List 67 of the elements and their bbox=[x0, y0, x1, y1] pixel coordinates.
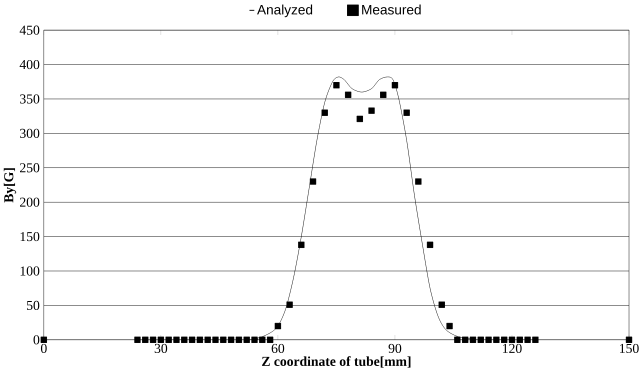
legend-label: Analyzed bbox=[257, 4, 312, 17]
point bbox=[173, 336, 180, 343]
point bbox=[298, 241, 304, 248]
y-tick-label: 250 bbox=[20, 162, 40, 172]
point bbox=[188, 336, 196, 343]
point bbox=[322, 109, 328, 116]
point bbox=[274, 322, 282, 330]
point bbox=[426, 241, 434, 248]
point bbox=[333, 82, 340, 88]
point bbox=[493, 336, 500, 343]
point bbox=[204, 336, 211, 343]
point bbox=[40, 336, 48, 343]
y-tick-label: 50 bbox=[27, 300, 40, 310]
point bbox=[134, 336, 141, 343]
point bbox=[501, 336, 508, 343]
y-tick-label: 0 bbox=[34, 334, 40, 344]
point bbox=[532, 336, 539, 343]
point bbox=[356, 116, 364, 122]
x-tick-label: 0 bbox=[40, 344, 47, 353]
point bbox=[196, 336, 204, 343]
point bbox=[236, 336, 242, 343]
y-tick-label: 300 bbox=[20, 128, 40, 138]
x-tick-label: 120 bbox=[502, 344, 522, 353]
point bbox=[259, 336, 266, 343]
point bbox=[310, 178, 316, 184]
y-axis-title: By[G] bbox=[4, 168, 16, 202]
x-tick-label: 90 bbox=[388, 344, 402, 353]
point bbox=[516, 336, 523, 343]
point bbox=[462, 336, 468, 343]
point bbox=[368, 107, 375, 114]
x-tick-label: 150 bbox=[620, 344, 639, 353]
point bbox=[403, 109, 410, 116]
point bbox=[392, 82, 398, 88]
point bbox=[478, 336, 484, 343]
point bbox=[158, 336, 164, 343]
point bbox=[438, 301, 445, 308]
point bbox=[266, 336, 274, 343]
point bbox=[220, 336, 226, 343]
point bbox=[212, 336, 219, 343]
point bbox=[251, 336, 258, 343]
point bbox=[508, 336, 516, 343]
point bbox=[142, 336, 148, 343]
point bbox=[454, 336, 461, 343]
y-tick-label: 350 bbox=[20, 94, 40, 104]
point bbox=[485, 336, 492, 343]
y-tick-label: 200 bbox=[20, 197, 40, 207]
x-tick-label: 60 bbox=[272, 344, 284, 353]
point bbox=[181, 336, 188, 343]
y-tick-label: 150 bbox=[20, 232, 40, 241]
point bbox=[150, 336, 156, 343]
point bbox=[380, 91, 386, 98]
point bbox=[228, 336, 234, 343]
x-axis-title: Z coordinate of tube[mm] bbox=[262, 356, 410, 368]
point bbox=[626, 336, 632, 343]
y-tick-label: 100 bbox=[20, 266, 40, 276]
point bbox=[524, 336, 531, 343]
y-tick-label: 450 bbox=[20, 25, 40, 35]
point bbox=[244, 336, 250, 343]
x-tick-label: 30 bbox=[154, 344, 168, 353]
point bbox=[470, 336, 476, 343]
point bbox=[165, 336, 172, 343]
legend-label: Measured bbox=[362, 4, 421, 14]
point bbox=[344, 91, 352, 98]
point bbox=[446, 322, 453, 330]
y-tick-label: 400 bbox=[20, 60, 40, 69]
point bbox=[415, 178, 422, 184]
point bbox=[286, 301, 293, 308]
